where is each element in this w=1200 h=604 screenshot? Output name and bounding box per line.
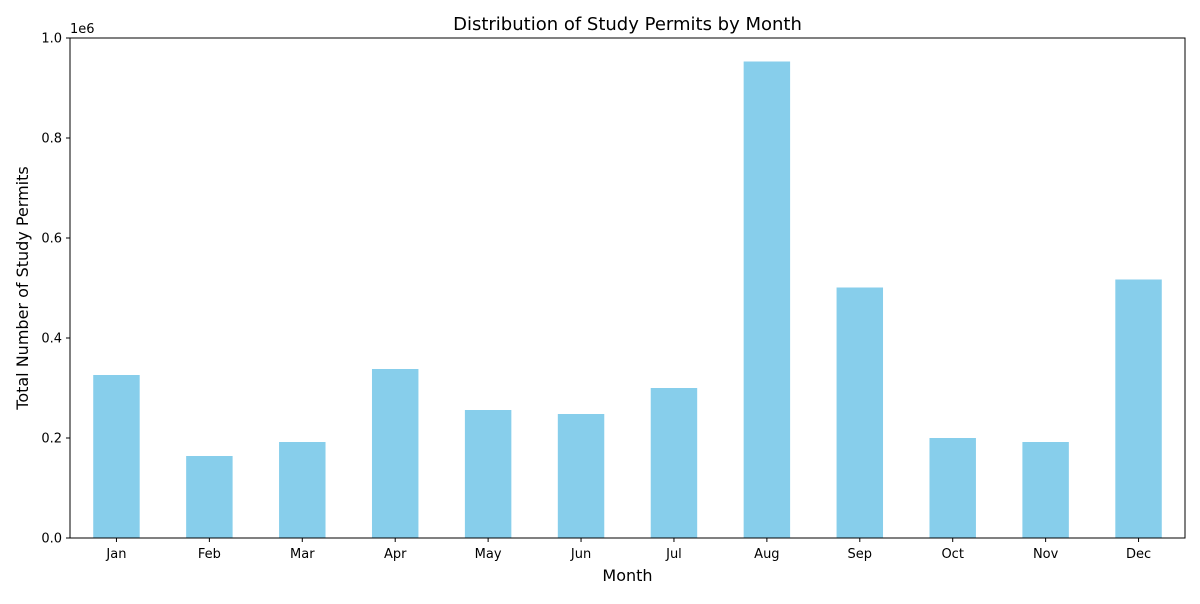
- x-tick-label-nov: Nov: [1033, 547, 1059, 562]
- x-tick-label-aug: Aug: [754, 547, 779, 562]
- y-offset-label: 1e6: [70, 22, 95, 37]
- y-tick-label: 0.4: [41, 332, 62, 347]
- bar-mar: [279, 442, 326, 538]
- y-tick-label: 0.0: [41, 532, 62, 547]
- x-tick-label-oct: Oct: [941, 547, 963, 562]
- chart-title: Distribution of Study Permits by Month: [453, 14, 802, 35]
- x-tick-label-jan: Jan: [105, 547, 126, 562]
- y-tick-label: 0.6: [41, 232, 62, 247]
- bar-jun: [557, 414, 605, 538]
- y-axis: 0.0 0.2 0.4 0.6 0.8 1.0: [41, 32, 70, 547]
- x-tick-label-may: May: [475, 547, 502, 562]
- x-axis: Jan Feb Mar Apr May Jun Jul Aug Sep Oct Nov Dec: [105, 538, 1151, 562]
- x-axis-label: Month: [602, 566, 652, 585]
- plot-frame: [69, 37, 1186, 539]
- bar-feb: [186, 456, 233, 538]
- x-tick-label-sep: Sep: [848, 547, 873, 562]
- bar-dec: [1115, 279, 1162, 538]
- y-tick-label: 0.2: [41, 432, 62, 447]
- x-tick-label-mar: Mar: [290, 547, 315, 562]
- x-tick-label-jun: Jun: [570, 547, 591, 562]
- bar-nov: [1022, 442, 1069, 538]
- x-tick-label-feb: Feb: [198, 547, 221, 562]
- x-tick-label-jul: Jul: [665, 547, 682, 562]
- bar-may: [464, 410, 512, 538]
- bar-jul: [650, 388, 698, 538]
- x-tick-label-dec: Dec: [1126, 547, 1151, 562]
- x-tick-label-apr: Apr: [384, 547, 407, 562]
- bar-sep: [836, 287, 884, 538]
- y-tick-label: 1.0: [41, 32, 62, 47]
- bar-aug: [743, 61, 791, 538]
- y-tick-label: 0.8: [41, 132, 62, 147]
- bar-jan: [93, 375, 140, 538]
- bar-oct: [929, 438, 976, 538]
- bars-group: [93, 61, 1162, 538]
- y-axis-label: Total Number of Study Permits: [13, 166, 32, 410]
- bar-apr: [371, 369, 419, 538]
